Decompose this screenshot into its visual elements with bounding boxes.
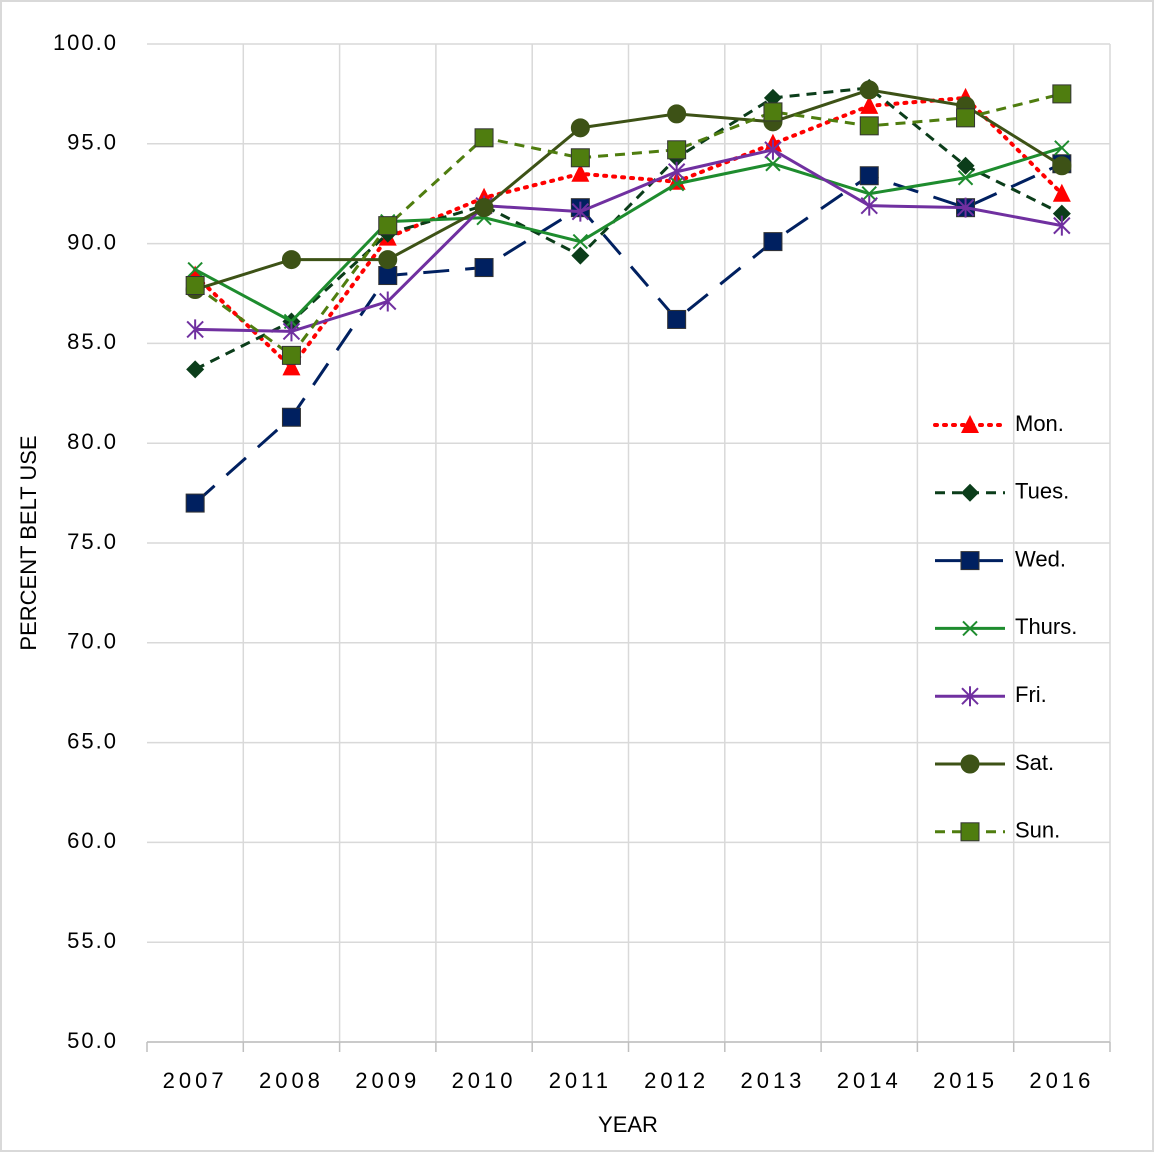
marker (572, 233, 589, 250)
marker (764, 139, 782, 160)
x-tick-label: 2012 (644, 1068, 709, 1093)
y-tick-label: 60.0 (67, 828, 118, 853)
x-tick-label: 2009 (355, 1068, 420, 1093)
marker (571, 201, 590, 222)
y-tick-label: 85.0 (67, 329, 118, 354)
x-tick-label: 2010 (452, 1068, 517, 1093)
x-tick-label: 2016 (1029, 1068, 1094, 1093)
legend-label: Fri. (1015, 682, 1047, 707)
marker (378, 250, 398, 270)
marker (961, 415, 979, 433)
series-line (195, 148, 1063, 333)
marker (378, 216, 398, 236)
marker (859, 166, 879, 186)
marker (765, 156, 781, 172)
marker (1053, 215, 1071, 236)
x-tick-label: 2008 (259, 1068, 324, 1093)
marker (861, 185, 877, 202)
marker (860, 195, 878, 216)
legend-label: Wed. (1015, 546, 1066, 571)
y-tick-label: 55.0 (67, 928, 118, 953)
x-tick-label: 2013 (740, 1068, 805, 1093)
series-line (194, 88, 1063, 291)
marker (185, 276, 205, 296)
x-tick-label: 2014 (837, 1068, 902, 1093)
marker (187, 261, 203, 278)
y-tick-label: 90.0 (67, 229, 118, 254)
x-axis-label: YEAR (598, 1112, 658, 1137)
marker (282, 321, 301, 342)
series-line (194, 92, 1063, 358)
marker (474, 198, 494, 218)
marker (859, 116, 879, 136)
marker (185, 493, 205, 513)
x-tick-label: 2015 (933, 1068, 998, 1093)
marker (668, 176, 685, 192)
marker (474, 128, 494, 148)
marker (956, 108, 976, 128)
marker (763, 232, 783, 252)
marker (667, 140, 687, 160)
legend-label: Thurs. (1015, 614, 1077, 639)
marker (956, 197, 975, 218)
y-tick-label: 100.0 (53, 30, 118, 55)
y-tick-label: 70.0 (67, 629, 118, 654)
series-line (194, 146, 1063, 324)
marker (571, 163, 590, 182)
marker (667, 104, 687, 124)
y-tick-label: 50.0 (67, 1028, 118, 1053)
marker (859, 80, 879, 100)
series-line (194, 162, 1063, 505)
marker (281, 407, 301, 427)
marker (378, 266, 398, 286)
x-tick-label: 2011 (549, 1068, 612, 1093)
marker (960, 551, 980, 571)
marker (667, 309, 687, 329)
series-line (194, 86, 1063, 371)
marker (186, 360, 205, 379)
marker (960, 754, 980, 774)
marker (961, 686, 979, 707)
marker (281, 250, 301, 270)
y-tick-label: 65.0 (67, 728, 118, 753)
marker (860, 95, 879, 114)
y-tick-label: 95.0 (67, 130, 118, 155)
legend-label: Sat. (1015, 750, 1054, 775)
legend-label: Tues. (1015, 479, 1069, 504)
marker (281, 345, 301, 365)
marker (282, 357, 301, 376)
marker (960, 822, 980, 842)
marker (956, 156, 975, 175)
marker (961, 483, 979, 502)
marker (1052, 84, 1072, 104)
legend-label: Mon. (1015, 411, 1064, 436)
marker (1052, 183, 1071, 202)
y-axis-label: PERCENT BELT USE (16, 435, 41, 650)
x-tick-label: 2007 (163, 1068, 228, 1093)
marker (667, 161, 686, 182)
marker (570, 148, 590, 168)
marker (962, 620, 978, 637)
y-tick-label: 80.0 (67, 429, 118, 454)
marker (571, 246, 590, 265)
marker (474, 258, 494, 278)
marker (570, 118, 590, 138)
marker (957, 170, 974, 186)
marker (763, 102, 783, 122)
legend-label: Sun. (1015, 818, 1060, 843)
marker (379, 291, 397, 312)
marker (1054, 140, 1070, 156)
marker (186, 319, 204, 340)
marker (1052, 204, 1071, 223)
marker (1052, 156, 1072, 176)
y-tick-label: 75.0 (67, 529, 118, 554)
